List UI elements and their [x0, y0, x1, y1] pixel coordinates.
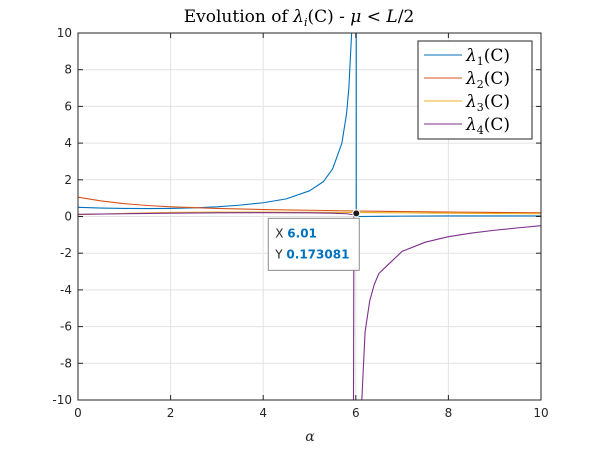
legend-box	[417, 40, 533, 140]
y-tick-label: -2	[60, 246, 72, 260]
y-tick-label: -8	[60, 356, 72, 370]
y-tick-label: 6	[64, 99, 72, 113]
series-line	[78, 33, 353, 210]
y-tick-label: -4	[60, 283, 72, 297]
x-tick-label: 8	[445, 406, 453, 420]
x-tick-label: 6	[352, 406, 360, 420]
y-tick-label: 0	[64, 210, 72, 224]
x-axis-label: α	[305, 429, 315, 445]
y-tick-label: 8	[64, 63, 72, 77]
y-tick-label: 4	[64, 136, 72, 150]
legend[interactable]: λ1(C)λ2(C)λ3(C)λ4(C)	[417, 40, 533, 140]
axes	[77, 32, 542, 401]
legend-item[interactable]: λ1(C)	[424, 46, 510, 68]
y-tick-label: -6	[60, 320, 72, 334]
series-line	[78, 212, 354, 216]
legend-item[interactable]: λ4(C)	[424, 115, 510, 137]
legend-label: λ4(C)	[465, 115, 510, 137]
datatip-x: X 6.01	[275, 226, 317, 240]
series-line	[78, 196, 541, 214]
x-tick-label: 0	[74, 406, 82, 420]
series-line	[361, 225, 541, 400]
series-2	[78, 196, 541, 214]
x-tick-label: 4	[259, 406, 267, 420]
series-layer	[78, 33, 541, 400]
legend-item[interactable]: λ2(C)	[424, 69, 510, 91]
tick-labels: 0 2 4 6 8 10 -10 -8 -6 -4 -2 0 2 4 6 8 10	[52, 26, 548, 420]
datatip[interactable]: X 6.01 Y 0.173081	[267, 209, 361, 271]
legend-label: λ3(C)	[465, 92, 510, 114]
x-tick-label: 10	[533, 406, 548, 420]
x-tick-label: 2	[167, 406, 175, 420]
legend-label: λ2(C)	[465, 69, 510, 91]
datatip-marker[interactable]	[352, 209, 361, 218]
legend-label: λ1(C)	[465, 46, 510, 68]
y-tick-label: 2	[64, 173, 72, 187]
datatip-y: Y 0.173081	[274, 247, 349, 261]
legend-item[interactable]: λ3(C)	[424, 92, 510, 114]
y-tick-label: 10	[57, 26, 72, 40]
y-tick-label: -10	[52, 393, 72, 407]
chart-title: Evolution of λi(C) - μ < L/2	[184, 7, 415, 29]
datatip-box	[267, 217, 360, 271]
